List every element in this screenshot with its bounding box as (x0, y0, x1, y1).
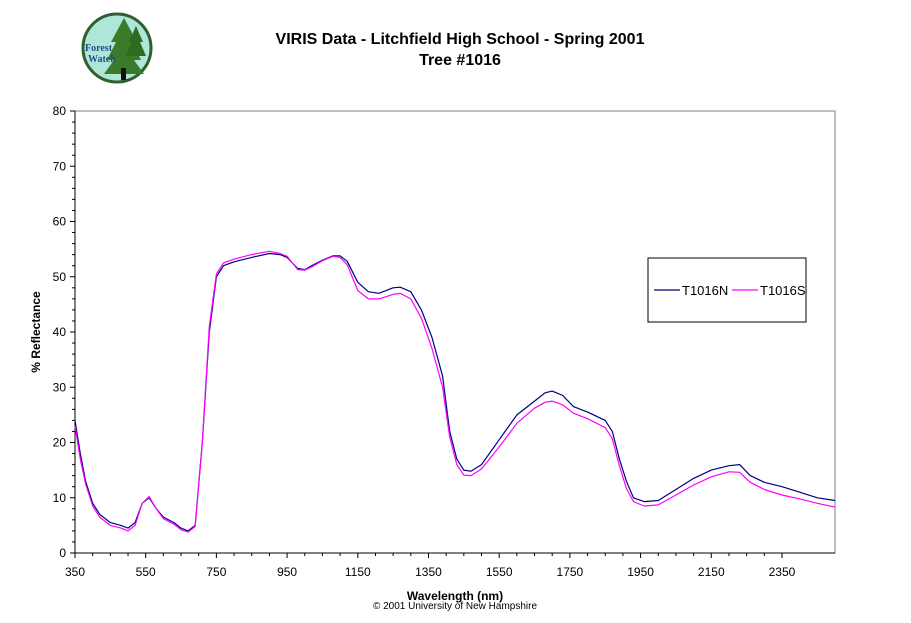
y-tick-label: 60 (53, 215, 67, 229)
x-tick-label: 1350 (415, 565, 442, 579)
plot-area (74, 110, 836, 554)
x-tick-label: 1750 (557, 565, 584, 579)
series-line-t1016s (74, 250, 836, 533)
chart-title: VIRIS Data - Litchfield High School - Sp… (275, 31, 645, 48)
x-tick-label: 750 (206, 565, 226, 579)
y-axis-ticks: 0 10 20 30 40 50 60 70 80 (53, 104, 75, 560)
logo-text-watch: Watch (88, 54, 116, 65)
series-layer (74, 250, 836, 533)
x-axis-ticks: 350 550 750 950 1150 1350 1550 1750 1950 2150 2350 (65, 553, 796, 579)
y-tick-label: 20 (53, 436, 67, 450)
tree-icon: Forest Watch (81, 12, 153, 84)
x-tick-label: 2350 (769, 565, 796, 579)
y-tick-label: 40 (53, 325, 67, 339)
copyright-notice: © 2001 University of New Hampshire (372, 601, 538, 612)
y-axis-title: % Reflectance (29, 291, 43, 373)
x-tick-label: 1950 (627, 565, 654, 579)
x-tick-label: 2150 (698, 565, 725, 579)
x-tick-label: 550 (136, 565, 156, 579)
y-tick-label: 10 (53, 491, 67, 505)
x-tick-label: 350 (65, 565, 85, 579)
y-tick-label: 50 (53, 270, 67, 284)
x-tick-label: 950 (277, 565, 297, 579)
legend: T1016N T1016S (647, 257, 807, 323)
legend-label-t1016n: T1016N (682, 283, 728, 298)
x-tick-label: 1550 (486, 565, 513, 579)
logo-text-forest: Forest (85, 43, 113, 54)
x-tick-label: 1150 (345, 565, 371, 579)
x-axis-title: Wavelength (nm) (407, 589, 503, 603)
y-tick-label: 80 (53, 104, 67, 118)
y-tick-label: 30 (53, 380, 67, 394)
legend-label-t1016s: T1016S (760, 283, 806, 298)
forest-watch-logo: Forest Watch (80, 12, 154, 89)
series-line-t1016n (74, 252, 836, 532)
y-tick-label: 70 (53, 159, 67, 173)
chart-subtitle: Tree #1016 (419, 52, 501, 69)
y-tick-label: 0 (59, 546, 66, 560)
